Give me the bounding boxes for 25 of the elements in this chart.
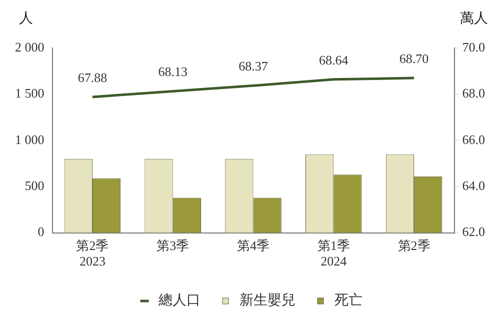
- y2-tick-label: 70.0: [462, 39, 485, 54]
- x-tick-label: 第2季: [398, 238, 430, 254]
- x-tick-label: 第2季 2023: [76, 238, 109, 269]
- y2-tick-label: 66.0: [462, 132, 485, 147]
- y-axis-title: 人: [19, 10, 33, 27]
- y-tick-label: 0: [38, 224, 44, 240]
- y-tick-label: 1 500: [15, 86, 44, 101]
- y2-tick-label: 62.0: [462, 224, 485, 240]
- legend-label: 死亡: [334, 292, 362, 309]
- data-label: 68.64: [319, 52, 349, 68]
- data-label: 68.70: [399, 50, 429, 66]
- y2-tick-label: 64.0: [462, 178, 485, 194]
- x-tick-label: 第1季 2024: [317, 238, 350, 269]
- legend-label: 新生嬰兒: [240, 292, 296, 309]
- legend-label: 總人口: [158, 292, 200, 309]
- y2-tick-label: 68.0: [462, 86, 485, 101]
- x-tick-label: 第4季: [237, 238, 270, 254]
- y2-axis-title: 萬人: [460, 10, 488, 27]
- x-tick-label: 第3季: [156, 238, 190, 254]
- data-label: 68.13: [158, 64, 188, 80]
- y-tick-label: 2 000: [15, 39, 44, 54]
- data-label: 67.88: [78, 70, 108, 85]
- data-label: 68.37: [238, 58, 268, 74]
- y-tick-label: 1 000: [15, 132, 44, 147]
- y-tick-label: 500: [24, 178, 44, 194]
